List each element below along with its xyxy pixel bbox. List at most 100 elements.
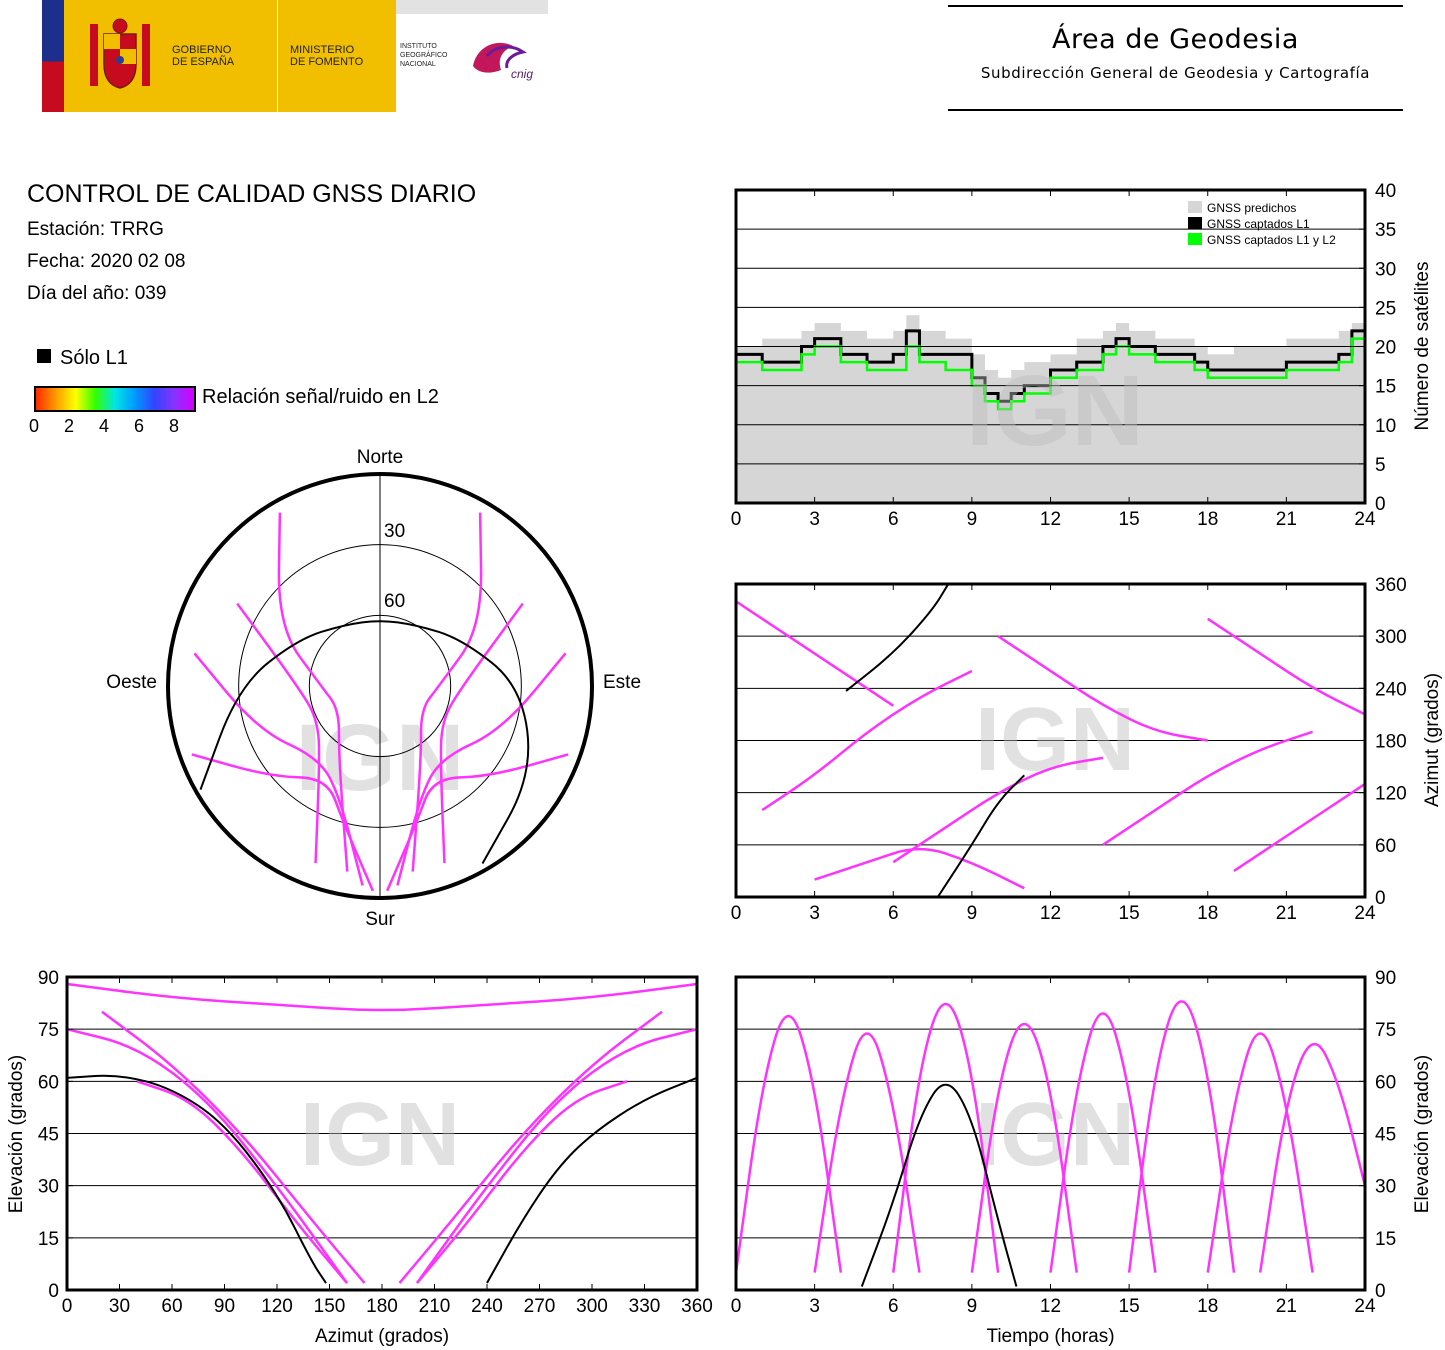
elev-time-ytick-label: 45: [1375, 1125, 1396, 1146]
government-logo-banner: GOBIERNO DE ESPAÑA MINISTERIO DE FOMENTO…: [42, 0, 548, 112]
colorbar-label: Relación señal/ruido en L2: [202, 386, 439, 408]
elev-time-ytick-label: 90: [1375, 968, 1396, 989]
elev-time-xtick-label: 24: [1354, 1296, 1376, 1317]
elev-time-xtick-label: 21: [1276, 1296, 1297, 1317]
azimuth-time-ytick-label: 60: [1375, 836, 1396, 857]
count-xtick-label: 3: [809, 509, 820, 530]
elev-time-track: [892, 1002, 1000, 1273]
elev-azimuth-track: [398, 1010, 663, 1284]
elev-time-track: [970, 1022, 1078, 1273]
ign-watermark: IGN: [966, 355, 1144, 467]
elev-azimuth-xtick-label: 240: [471, 1296, 503, 1317]
count-ytick-label: 0: [1375, 494, 1386, 515]
cnig-logo-icon: cnig: [473, 42, 533, 81]
ign-watermark: IGN: [975, 1085, 1135, 1185]
azimuth-time-track: [761, 669, 973, 812]
count-ytick-label: 5: [1375, 455, 1386, 476]
station-label: Estación: TRRG: [27, 219, 164, 240]
skyplot-north-label: Norte: [357, 447, 403, 468]
colorbar-tick-0: 0: [29, 416, 40, 436]
azimuth-time-xtick-label: 15: [1119, 903, 1140, 924]
azimuth-time-ytick-label: 120: [1375, 784, 1407, 805]
count-xtick-label: 12: [1040, 509, 1061, 530]
area-subtitle: Subdirección General de Geodesia y Carto…: [980, 64, 1371, 82]
skyplot-track: [277, 512, 349, 872]
count-legend-swatch: [1188, 217, 1202, 229]
count-xtick-label: 6: [888, 509, 899, 530]
colorbar-tick-2: 2: [64, 416, 75, 436]
count-legend-swatch: [1188, 233, 1202, 245]
elev-time-ytick-label: 30: [1375, 1177, 1396, 1198]
ign-line3: NACIONAL: [400, 61, 436, 68]
azimuth-time-track: [1102, 730, 1313, 846]
azimuth-time-track-l1only: [845, 583, 950, 692]
ministry-text: MINISTERIO DE FOMENTO: [290, 44, 363, 68]
elev-azimuth-ytick-label: 15: [38, 1229, 59, 1250]
elev-azimuth-track: [136, 1080, 348, 1284]
count-xtick-label: 9: [967, 509, 978, 530]
elev-time-xtick-label: 0: [731, 1296, 742, 1317]
elev-time-ytick-label: 75: [1375, 1020, 1396, 1041]
gov-yellow-panel: [64, 0, 277, 112]
elev-azimuth-xtick-label: 330: [629, 1296, 661, 1317]
count-ytick-label: 25: [1375, 298, 1396, 319]
skyplot-track: [236, 602, 321, 864]
elev-time-track: [734, 1015, 843, 1273]
elev-azimuth-xtick-label: 360: [681, 1296, 713, 1317]
count-xtick-label: 24: [1354, 509, 1376, 530]
skyplot-ring-label-60: 60: [384, 591, 405, 612]
elev-azimuth-ytick-label: 0: [48, 1281, 59, 1302]
azimuth-time-xtick-label: 24: [1354, 903, 1376, 924]
ign-watermark: IGN: [300, 1085, 460, 1185]
doy-label: Día del año: 039: [27, 283, 167, 304]
elev-azimuth-track-l1only: [66, 1074, 327, 1284]
ministry-panel: [278, 0, 396, 112]
count-legend-swatch: [1188, 201, 1202, 213]
header-rule-bottom: [948, 109, 1403, 111]
skyplot-track-l1only: [199, 620, 530, 864]
elev-azimuth-ytick-label: 45: [38, 1125, 59, 1146]
report-title: CONTROL DE CALIDAD GNSS DIARIO: [27, 180, 477, 208]
elev-azimuth-track: [415, 1027, 698, 1284]
ign-watermark: IGN: [975, 690, 1135, 790]
azimuth-time-ytick-label: 360: [1375, 575, 1407, 596]
count-ytick-label: 20: [1375, 338, 1396, 359]
date-label: Fecha: 2020 02 08: [27, 251, 186, 272]
elev-azimuth-track: [66, 1027, 349, 1284]
elev-time-ytick-label: 15: [1375, 1229, 1396, 1250]
gov-text: GOBIERNO DE ESPAÑA: [172, 44, 234, 68]
elev-azimuth-ytick-label: 90: [38, 968, 59, 989]
gov-line1: GOBIERNO: [172, 44, 232, 56]
skyplot-east-label: Este: [603, 672, 641, 693]
elev-time-track: [1127, 1000, 1236, 1273]
count-ytick-label: 30: [1375, 259, 1396, 280]
elev-azimuth-xtick-label: 90: [214, 1296, 235, 1317]
elev-azimuth-xtick-label: 300: [576, 1296, 608, 1317]
azimuth-time-ytick-label: 0: [1375, 888, 1386, 909]
elev-azimuth-track: [101, 1010, 366, 1284]
elev-azimuth-xtick-label: 30: [109, 1296, 130, 1317]
skyplot-horizon: [166, 472, 594, 900]
azimuth-time-xtick-label: 21: [1276, 903, 1297, 924]
elev-time-xtick-label: 18: [1197, 1296, 1218, 1317]
elev-time-track: [1049, 1012, 1157, 1273]
azimuth-time-xtick-label: 6: [888, 903, 899, 924]
skyplot-south-label: Sur: [365, 909, 395, 930]
elev-azimuth-xtick-label: 0: [62, 1296, 73, 1317]
azimuth-time-xtick-label: 0: [731, 903, 742, 924]
count-xtick-label: 0: [731, 509, 742, 530]
elev-azimuth-xtick-label: 270: [524, 1296, 556, 1317]
count-xtick-label: 21: [1276, 509, 1297, 530]
coat-of-arms-icon: [90, 18, 150, 89]
elev-azimuth-xtick-label: 180: [366, 1296, 398, 1317]
azimuth-time-track: [997, 635, 1208, 742]
elev-time-ytick-label: 0: [1375, 1281, 1386, 1302]
count-ytick-label: 10: [1375, 416, 1396, 437]
skyplot-track: [439, 602, 524, 864]
elev-time-track-l1only: [860, 1083, 1018, 1287]
ign-bar: [396, 0, 548, 14]
ign-text: INSTITUTO GEOGRÁFICO NACIONAL: [400, 42, 447, 69]
snr-colorbar: [34, 386, 196, 412]
elev-time-xtick-label: 6: [888, 1296, 899, 1317]
